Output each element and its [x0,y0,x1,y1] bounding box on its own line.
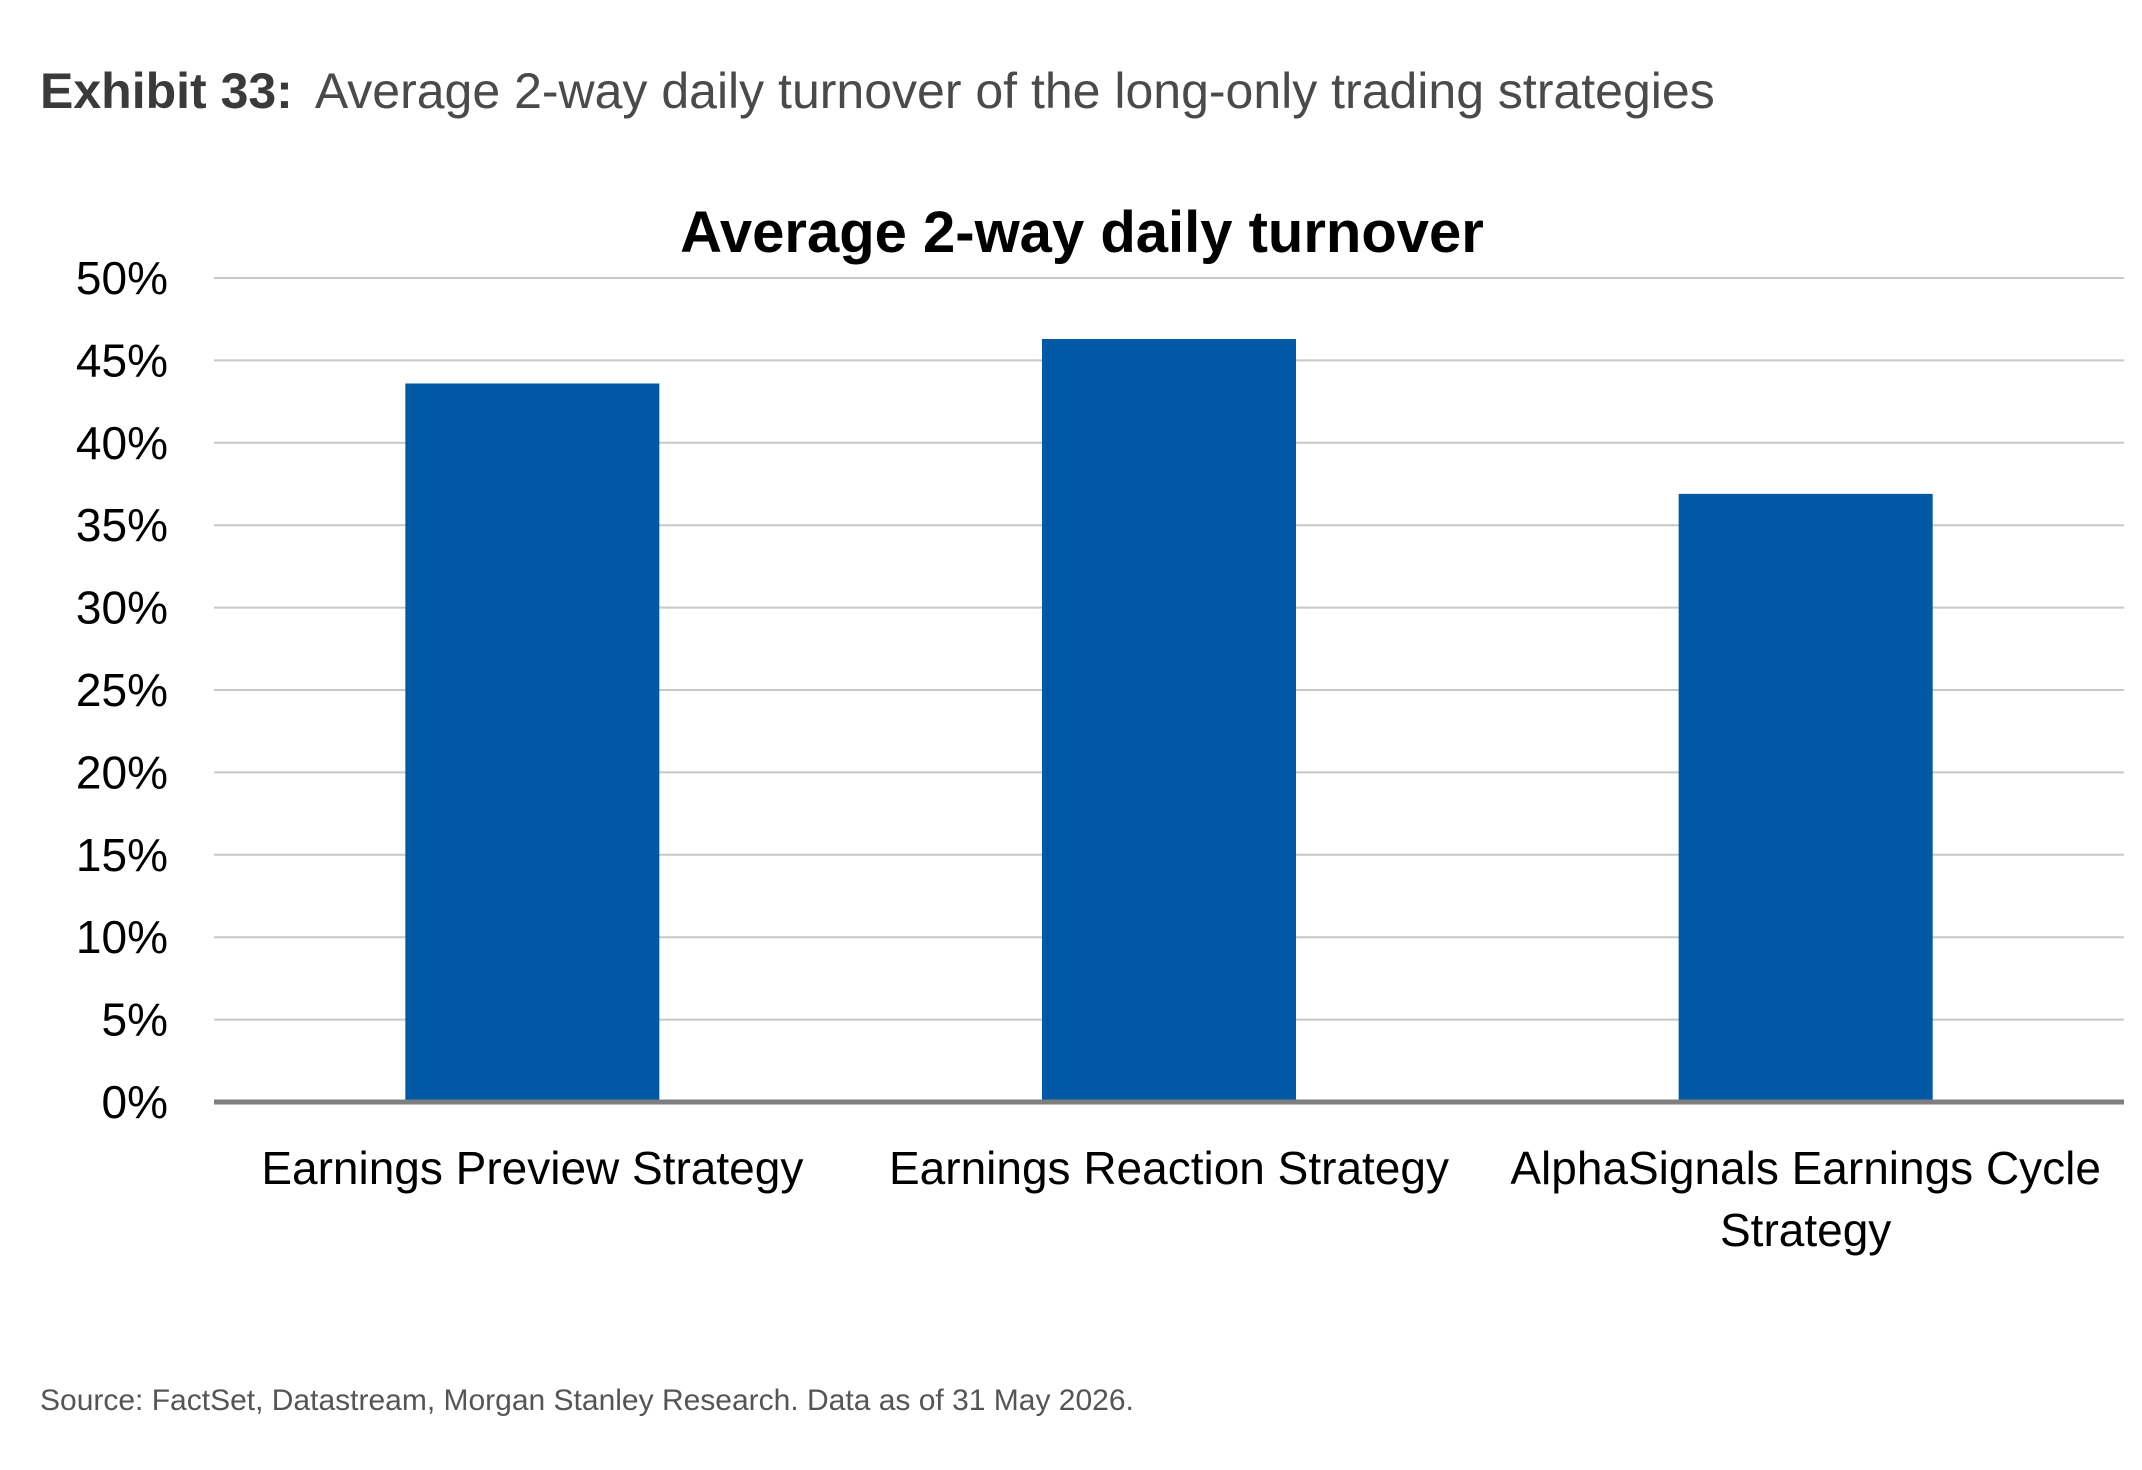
x-tick-label: Earnings Preview Strategy [261,1142,803,1194]
y-axis-ticks: 0% 5% 10% 15% 20% 25% 30% 35% 40% 45% 50% [76,252,168,1128]
y-tick-label: 15% [76,829,168,881]
exhibit-label: Exhibit 33: [40,63,293,119]
exhibit-header: Exhibit 33: Average 2-way daily turnover … [40,56,1715,126]
exhibit-title: Average 2-way daily turnover of the long… [314,63,1715,119]
y-tick-label: 45% [76,334,168,386]
y-tick-label: 50% [76,252,168,304]
y-tick-label: 35% [76,499,168,551]
x-tick-label: AlphaSignals Earnings Cycle [1510,1142,2101,1194]
y-tick-label: 5% [102,994,168,1046]
y-tick-label: 0% [102,1076,168,1128]
x-tick-label: Strategy [1720,1204,1891,1256]
bar [1678,493,1933,1102]
chart-title: Average 2-way daily turnover [680,200,1484,265]
bar-chart: Average 2-way daily turnover 0% 5% 10% 15% 2… [76,200,2124,1256]
bars [405,338,1933,1102]
y-tick-label: 25% [76,664,168,716]
y-tick-label: 10% [76,911,168,963]
bar [1042,338,1296,1102]
y-tick-label: 40% [76,417,168,469]
bar [405,383,660,1102]
x-axis-labels: Earnings Preview Strategy Earnings Reacti… [261,1142,2101,1256]
x-tick-label: Earnings Reaction Strategy [889,1142,1449,1194]
y-tick-label: 20% [76,746,168,798]
y-tick-label: 30% [76,582,168,634]
source-note: Source: FactSet, Datastream, Morgan Stan… [40,1384,1134,1417]
